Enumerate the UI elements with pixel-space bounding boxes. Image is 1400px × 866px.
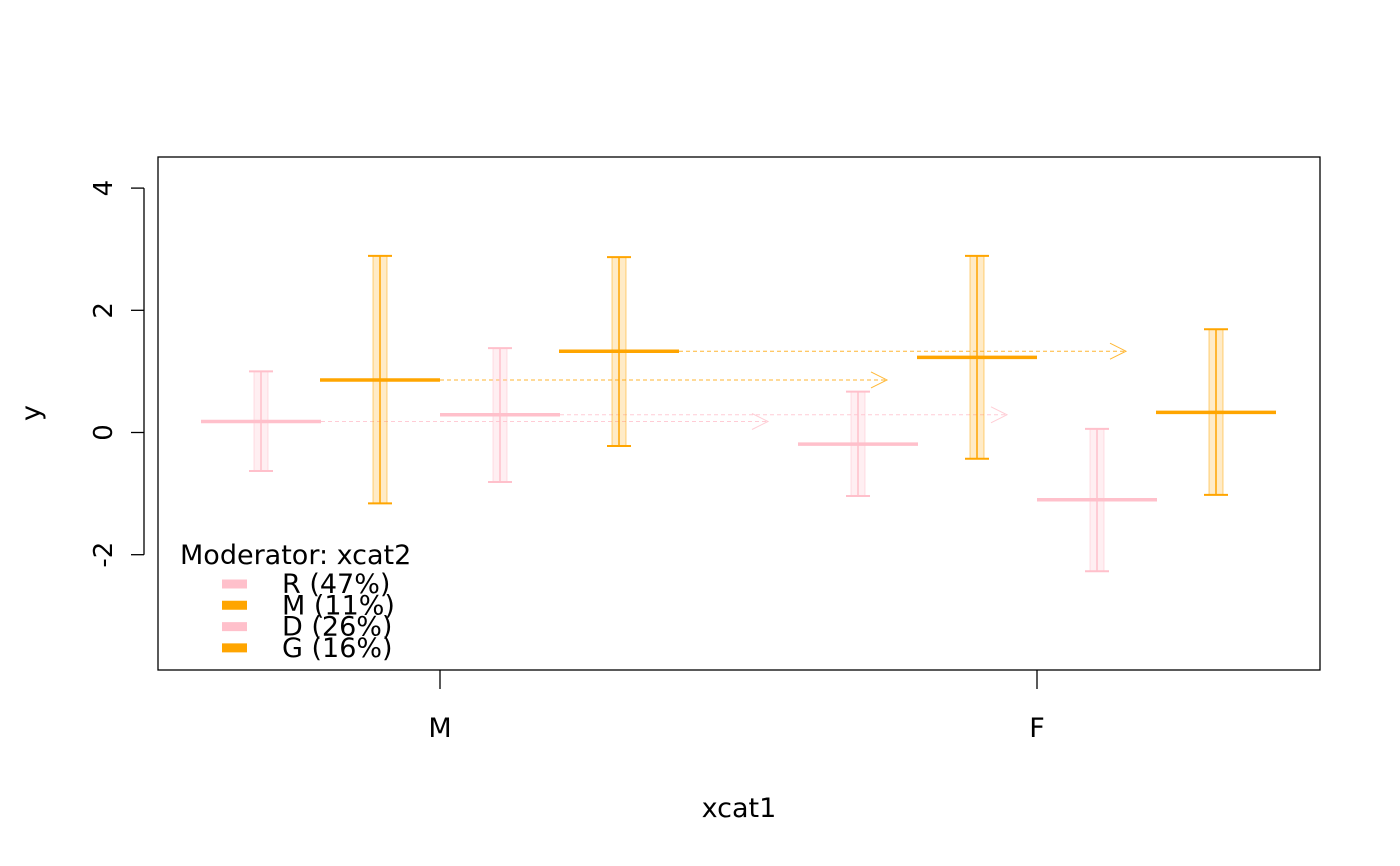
change-arrow-head-D (990, 406, 1009, 424)
x-axis-label: xcat1 (702, 793, 777, 824)
legend-label-0: R (47%) (282, 569, 390, 600)
legend-label-2: D (26%) (282, 612, 392, 643)
legend-label-3: G (16%) (282, 633, 393, 664)
legend-label-1: M (11%) (282, 590, 395, 621)
interval-marks-layer (201, 254, 1276, 573)
x-tick-label-M: M (428, 713, 451, 744)
y-axis: -2 0 2 4 (89, 180, 145, 568)
x-tick-label-F: F (1029, 713, 1045, 744)
y-tick-label-4: 4 (89, 180, 119, 197)
change-arrows-layer (321, 342, 1128, 430)
y-tick-label--2: -2 (89, 542, 119, 568)
change-arrow-head-R (751, 413, 770, 430)
plot-area-frame (157, 156, 1321, 671)
y-tick-label-2: 2 (89, 302, 119, 319)
y-axis-label: y (16, 405, 47, 421)
legend-title: Moderator: xcat2 (180, 540, 411, 571)
change-arrow-head-G (1109, 342, 1128, 360)
y-tick-label-0: 0 (89, 424, 119, 441)
change-arrow-head-M (870, 371, 889, 389)
legend: Moderator: xcat2 R (47%)M (11%)D (26%)G … (180, 540, 411, 664)
